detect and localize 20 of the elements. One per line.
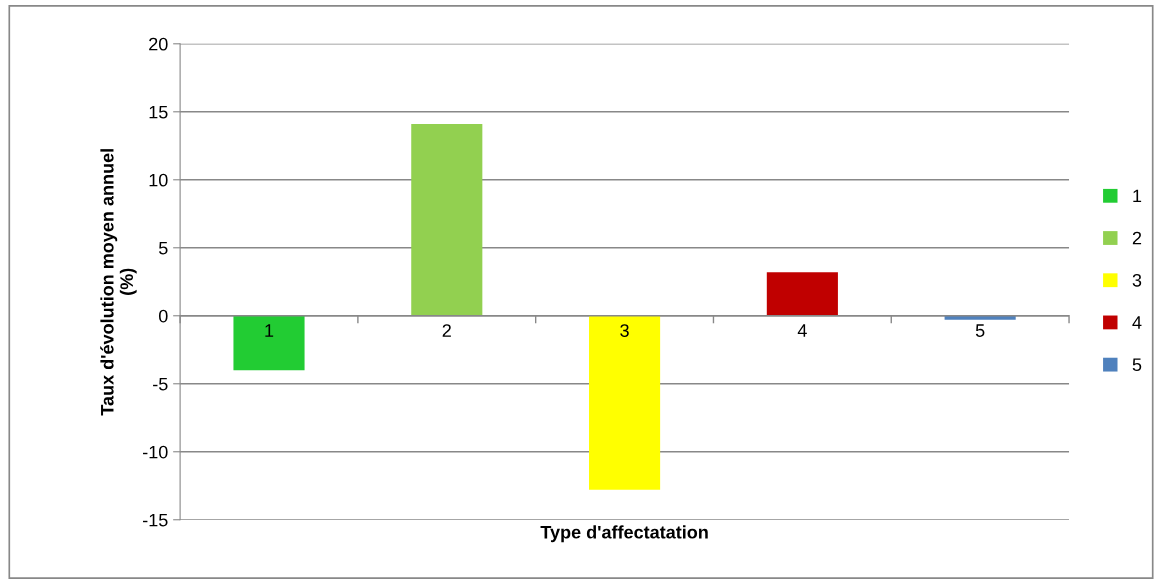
y-tick-label: 0 [158,309,168,323]
y-tick-label: 10 [149,173,168,187]
legend-label: 4 [1132,316,1142,329]
legend-label: 3 [1132,273,1142,287]
x-tick-label: 5 [975,324,985,337]
x-tick-label: 1 [265,324,274,337]
legend-label: 2 [1132,231,1142,245]
x-tick-label: 2 [442,324,451,337]
y-tick-label: 20 [149,37,168,51]
y-tick-label: -10 [143,445,168,459]
y-tick-label: 5 [158,241,168,255]
x-axis-title: Type d'affectatation [540,525,708,543]
y-tick-label: 15 [149,105,168,119]
x-tick-label: 4 [797,324,807,337]
y-tick-label: -15 [143,513,168,527]
x-tick-label: 3 [620,324,629,337]
legend-label: 1 [1133,189,1142,203]
y-tick-label: -5 [153,377,168,391]
y-axis-title: Taux d'évolution moyen annuel (%) [100,149,137,416]
legend-label: 5 [1132,358,1142,372]
